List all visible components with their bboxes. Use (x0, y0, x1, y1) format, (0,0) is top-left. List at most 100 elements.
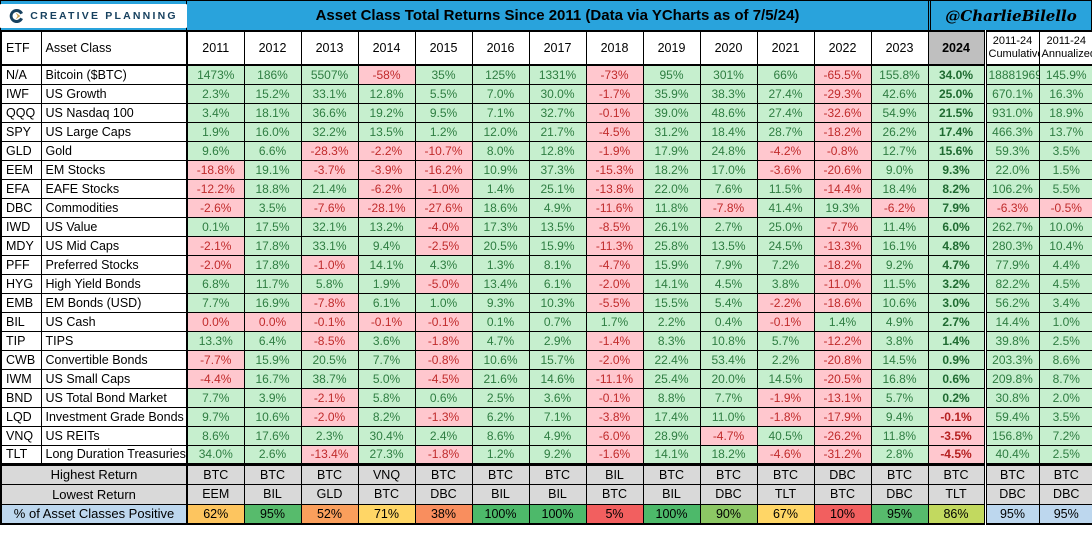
return-cell: 9.7% (186, 406, 245, 427)
return-cell: -14.4% (813, 178, 872, 199)
author-credit: @CharlieBilello (945, 6, 1077, 25)
return-cell: 0.4% (699, 311, 758, 332)
percent-positive-cell: 90% (699, 503, 758, 525)
etf-cell: PFF (0, 254, 42, 275)
return-cell: 4.4% (1038, 254, 1092, 275)
return-cell: 25.4% (642, 368, 701, 389)
return-cell: 20.5% (471, 235, 530, 256)
return-cell: -65.5% (813, 64, 872, 85)
return-cell: 1.2% (471, 444, 530, 465)
return-cell: 8.8% (642, 387, 701, 408)
return-cell: 40.4% (983, 444, 1040, 465)
column-header: 2013 (300, 30, 359, 66)
return-cell: 5.5% (1038, 178, 1092, 199)
return-cell: 7.2% (756, 254, 815, 275)
return-cell: -20.6% (813, 159, 872, 180)
return-cell: 32.7% (528, 102, 587, 123)
return-cell: 19.2% (357, 102, 416, 123)
return-cell: 7.1% (471, 102, 530, 123)
return-cell: -3.6% (756, 159, 815, 180)
etf-cell: QQQ (0, 102, 42, 123)
return-cell: 18.4% (870, 178, 929, 199)
return-cell: -2.5% (414, 235, 473, 256)
return-cell: -0.1% (357, 311, 416, 332)
etf-cell: EEM (0, 159, 42, 180)
return-cell: 0.7% (528, 311, 587, 332)
table-row: VNQ US REITs 8.6% 17.6% 2.3% 30.4% 2.4% 8.6% 4.9… (0, 425, 1092, 446)
return-cell: 2.6% (243, 444, 302, 465)
table-row: BIL US Cash 0.0% 0.0% -0.1% -0.1% -0.1% 0.1% 0.7… (0, 311, 1092, 332)
return-cell: 18.9% (1038, 102, 1092, 123)
return-cell: -26.2% (813, 425, 872, 446)
return-cell: 9.6% (186, 140, 245, 161)
return-cell: 3.6% (528, 387, 587, 408)
return-cell: 2.7% (699, 216, 758, 237)
extreme-return-cell: BTC (357, 483, 416, 505)
return-cell: 11.8% (870, 425, 929, 446)
return-cell: 21.4% (300, 178, 359, 199)
return-cell: 7.9% (699, 254, 758, 275)
return-cell: 42.6% (870, 83, 929, 104)
return-cell: -8.5% (585, 216, 644, 237)
percent-positive-cell: 86% (927, 503, 986, 525)
return-cell: 9.3% (471, 292, 530, 313)
return-cell: -5.0% (414, 273, 473, 294)
asset-class-cell: US Value (40, 216, 188, 237)
return-cell: 33.1% (300, 235, 359, 256)
extreme-return-cell: DBC (813, 462, 872, 485)
return-cell: 39.0% (642, 102, 701, 123)
return-cell: -2.2% (357, 140, 416, 161)
return-cell: -31.2% (813, 444, 872, 465)
return-cell: 37.3% (528, 159, 587, 180)
percent-positive-cell: 100% (471, 503, 530, 525)
asset-class-cell: EM Stocks (40, 159, 188, 180)
return-cell: 27.4% (756, 83, 815, 104)
return-cell: 3.5% (1038, 406, 1092, 427)
return-cell: 2.5% (471, 387, 530, 408)
return-cell: 14.6% (528, 368, 587, 389)
extreme-return-cell: EEM (186, 483, 245, 505)
return-cell: 28.9% (642, 425, 701, 446)
return-cell: 6.6% (243, 140, 302, 161)
return-cell: -13.8% (585, 178, 644, 199)
return-cell: -28.3% (300, 140, 359, 161)
return-cell: 7.7% (186, 387, 245, 408)
return-cell: -0.1% (585, 387, 644, 408)
return-cell: -0.8% (813, 140, 872, 161)
return-cell: 10.4% (1038, 235, 1092, 256)
return-cell: 11.7% (243, 273, 302, 294)
return-cell: 7.7% (186, 292, 245, 313)
return-cell: 11.5% (756, 178, 815, 199)
logo-zone: CREATIVE PLANNING (0, 1, 187, 30)
return-cell: 9.4% (870, 406, 929, 427)
return-cell: 3.4% (186, 102, 245, 123)
return-cell: 30.0% (528, 83, 587, 104)
return-cell: 1.4% (927, 330, 986, 351)
return-cell: 9.3% (927, 159, 986, 180)
return-cell: 38.7% (300, 368, 359, 389)
table-row: TLT Long Duration Treasuries 34.0% 2.6% -13.… (0, 444, 1092, 465)
return-cell: -8.5% (300, 330, 359, 351)
return-cell: 41.4% (756, 197, 815, 218)
return-cell: 2.0% (1038, 387, 1092, 408)
return-cell: -11.3% (585, 235, 644, 256)
return-cell: -0.8% (414, 349, 473, 370)
return-cell: 10.6% (243, 406, 302, 427)
asset-class-cell: Convertible Bonds (40, 349, 188, 370)
return-cell: 1331% (528, 64, 587, 85)
return-cell: -1.9% (585, 140, 644, 161)
return-cell: -1.9% (756, 387, 815, 408)
return-cell: -2.0% (585, 273, 644, 294)
return-cell: 2.9% (528, 330, 587, 351)
etf-cell: TIP (0, 330, 42, 351)
return-cell: 36.6% (300, 102, 359, 123)
return-cell: 1.7% (585, 311, 644, 332)
table-row: N/A Bitcoin ($BTC) 1473% 186% 5507% -58% 35% 12… (0, 64, 1092, 85)
return-cell: 12.7% (870, 140, 929, 161)
header-row: ETF Asset Class 2011 2012 2013 2014 2015 2016 20… (0, 30, 1092, 66)
table-row: SPY US Large Caps 1.9% 16.0% 32.2% 13.5% 1.2% 1… (0, 121, 1092, 142)
extreme-return-cell: BTC (186, 462, 245, 485)
return-cell: -0.1% (414, 311, 473, 332)
asset-class-cell: US Cash (40, 311, 188, 332)
return-cell: 4.9% (528, 197, 587, 218)
